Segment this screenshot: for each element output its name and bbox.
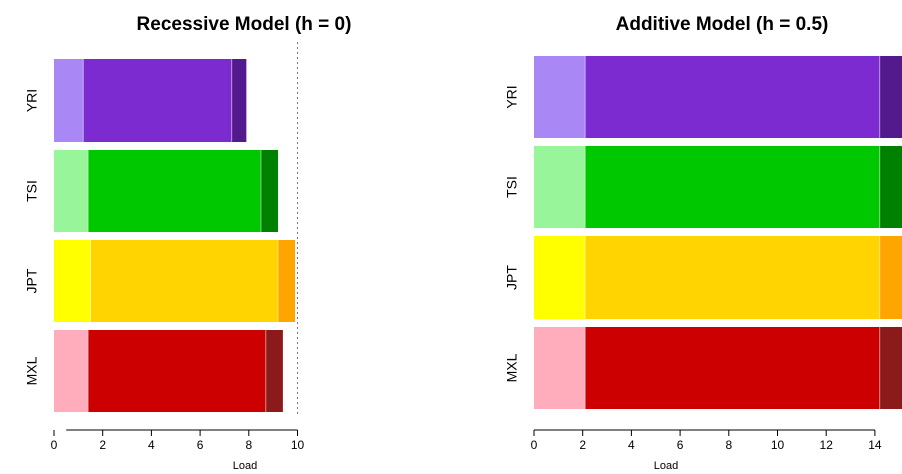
x-tick-label: 10 (771, 438, 785, 452)
x-tick-label: 8 (245, 438, 252, 452)
x-tick-label: 10 (291, 438, 305, 452)
x-tick-label: 2 (579, 438, 586, 452)
bar-yri-light-segment (534, 56, 586, 138)
bar-mxl-light-segment (54, 330, 89, 412)
bar-yri-dark-segment (231, 59, 247, 142)
recessive-model-panel: Recessive Model (h = 0) Load YRI TSI JPT MX… (24, 14, 352, 472)
bar-mxl-light-segment (534, 327, 586, 409)
bar-yri-main-segment (83, 59, 232, 142)
x-tick-label: 14 (868, 438, 882, 452)
category-label: TSI (504, 176, 520, 198)
bar-yri-main-segment (585, 56, 880, 138)
chart-title: Additive Model (h = 0.5) (616, 14, 829, 35)
bar-tsi-light-segment (534, 146, 586, 228)
chart-title: Recessive Model (h = 0) (137, 14, 352, 35)
category-label: MXL (24, 356, 40, 385)
additive-model-panel: Additive Model (h = 0.5) Load YRI TSI JPT M… (504, 14, 902, 472)
x-tick-label: 4 (628, 438, 635, 452)
bar-jpt-dark-segment (879, 236, 902, 319)
x-tick-label: 0 (531, 438, 538, 452)
bar-mxl-dark-segment (265, 330, 283, 412)
bar-jpt-main-segment (90, 240, 279, 322)
bar-yri-dark-segment (879, 56, 902, 138)
x-axis-label: Load (654, 460, 678, 472)
bar-tsi-main-segment (88, 150, 261, 232)
bar-jpt-main-segment (585, 236, 880, 319)
bar-tsi-main-segment (585, 146, 880, 228)
x-tick-label: 6 (197, 438, 204, 452)
bar-jpt-light-segment (534, 236, 586, 319)
bar-tsi-light-segment (54, 150, 89, 232)
bar-jpt-light-segment (54, 240, 91, 322)
x-tick-label: 2 (99, 438, 106, 452)
bar-mxl-main-segment (585, 327, 880, 409)
bar-tsi-dark-segment (260, 150, 279, 232)
category-label: JPT (504, 265, 520, 290)
bar-tsi-dark-segment (879, 146, 902, 228)
bar-jpt-dark-segment (278, 240, 296, 322)
category-label: YRI (24, 89, 40, 112)
bar-mxl-dark-segment (879, 327, 902, 409)
x-tick-label: 8 (725, 438, 732, 452)
x-tick-label: 0 (51, 438, 58, 452)
category-label: MXL (504, 353, 520, 382)
category-label: YRI (504, 85, 520, 108)
bar-yri-light-segment (54, 59, 84, 142)
x-axis-label: Load (233, 460, 257, 472)
x-tick-label: 6 (677, 438, 684, 452)
bar-mxl-main-segment (88, 330, 266, 412)
category-label: TSI (24, 180, 40, 202)
x-tick-label: 4 (148, 438, 155, 452)
category-label: JPT (24, 268, 40, 293)
x-tick-label: 12 (820, 438, 834, 452)
